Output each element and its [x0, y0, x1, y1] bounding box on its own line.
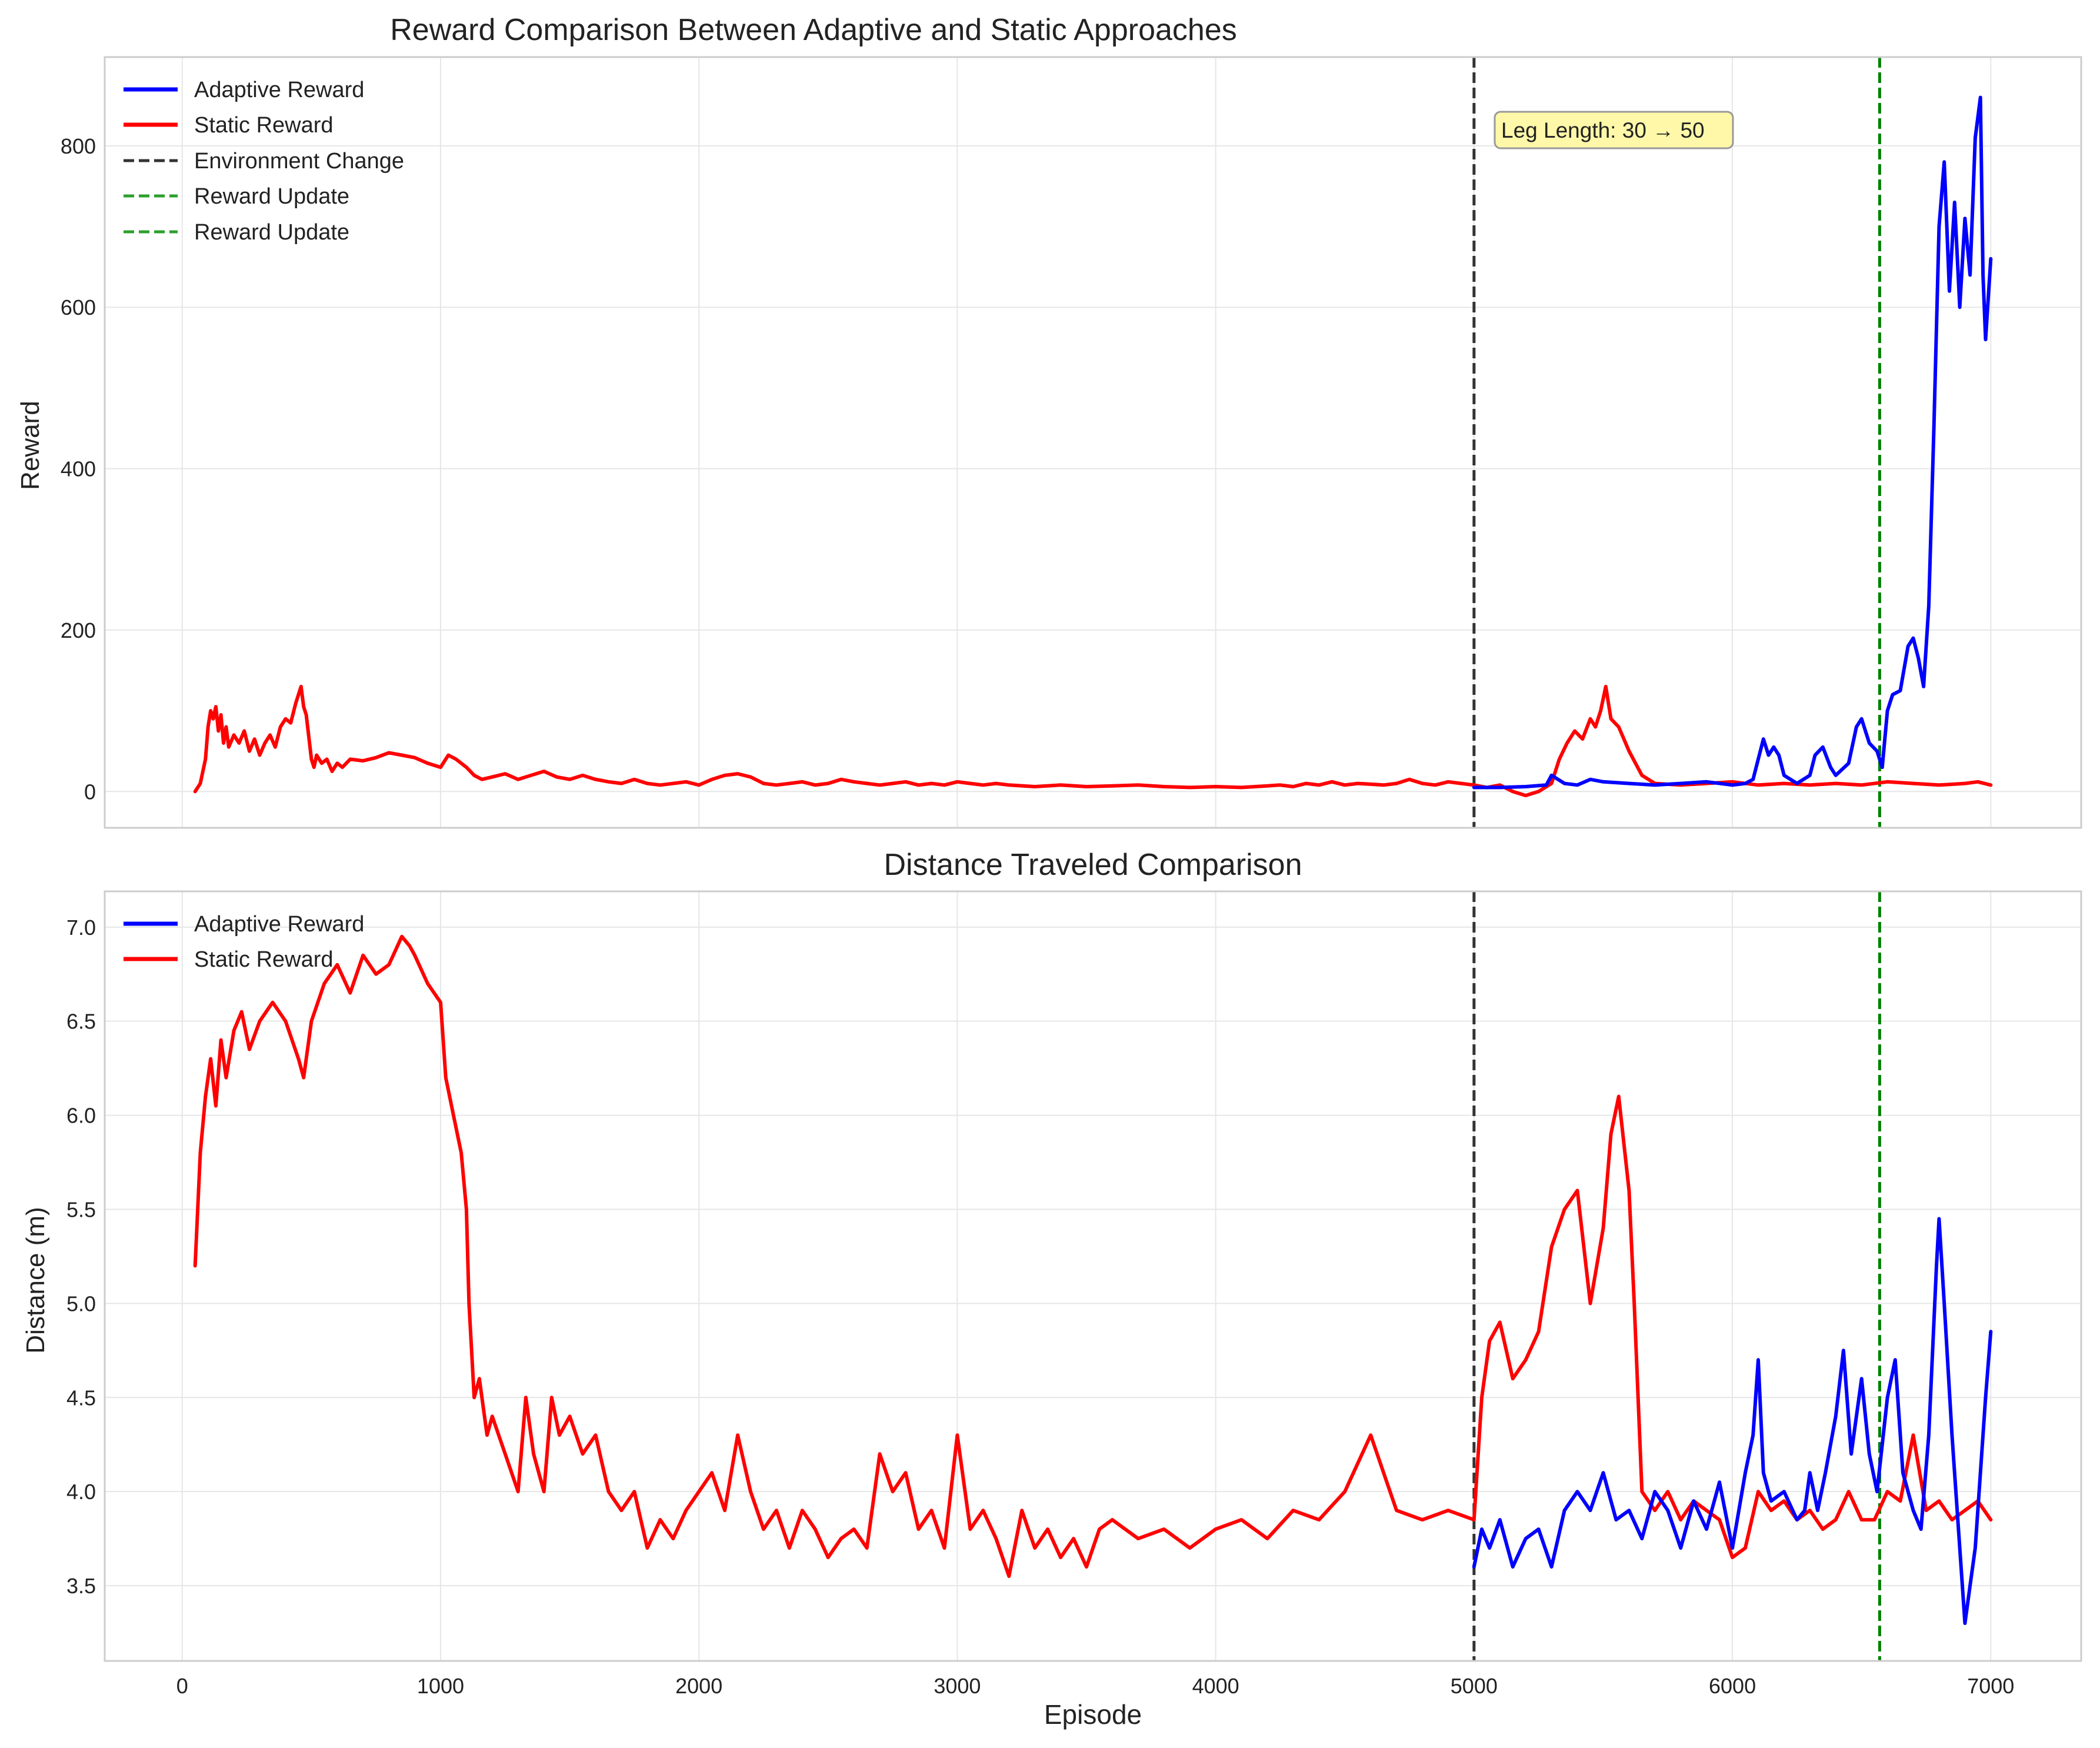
adaptive-reward-line [1472, 1217, 1993, 1625]
distance-y-axis-label: Distance (m) [21, 1207, 50, 1353]
y-tick-label: 5.5 [66, 1197, 96, 1221]
x-tick-label: 5000 [1451, 1674, 1498, 1698]
reward-panel-title: Reward Comparison Between Adaptive and S… [390, 13, 1237, 47]
x-tick-label: 0 [176, 1674, 188, 1698]
y-tick-label: 5.0 [66, 1291, 96, 1316]
distance-panel: Distance Traveled Comparison 0 1000 2000 30… [21, 848, 2082, 1730]
x-axis-label: Episode [1044, 1699, 1142, 1730]
distance-x-ticks: 0 1000 2000 3000 4000 5000 6000 7000 [176, 1674, 2015, 1698]
distance-vertical-lines [1472, 891, 1881, 1661]
reward-vertical-lines [1472, 57, 1881, 828]
distance-series [193, 934, 1993, 1625]
x-tick-label: 2000 [675, 1674, 722, 1698]
reward-plot-frame [104, 56, 2082, 829]
reward-y-axis-label: Reward [16, 401, 45, 490]
y-tick-label: 3.5 [66, 1574, 96, 1598]
y-tick-label: 200 [61, 618, 96, 642]
reward-series [193, 95, 1993, 798]
legend-label-adaptive-distance: Adaptive Reward [194, 912, 364, 937]
y-tick-label: 600 [61, 295, 96, 319]
x-tick-label: 1000 [417, 1674, 464, 1698]
y-tick-label: 6.0 [66, 1104, 96, 1128]
distance-y-ticks: 3.5 4.0 4.5 5.0 5.5 6.0 6.5 7.0 [66, 915, 96, 1598]
y-tick-label: 4.5 [66, 1386, 96, 1410]
legend-label-adaptive: Adaptive Reward [194, 78, 364, 102]
distance-plot-frame [104, 890, 2082, 1662]
x-tick-label: 4000 [1192, 1674, 1239, 1698]
x-tick-label: 7000 [1967, 1674, 2014, 1698]
distance-panel-title: Distance Traveled Comparison [884, 848, 1302, 882]
x-tick-label: 6000 [1709, 1674, 1756, 1698]
y-tick-label: 7.0 [66, 915, 96, 940]
y-tick-label: 0 [84, 780, 96, 804]
static-reward-line [193, 934, 1993, 1579]
adaptive-reward-line [1472, 95, 1993, 790]
reward-legend: Adaptive Reward Static Reward Environmen… [124, 78, 404, 245]
annotation-text: Leg Length: 30 → 50 [1501, 118, 1705, 142]
x-tick-label: 3000 [934, 1674, 981, 1698]
y-tick-label: 400 [61, 457, 96, 481]
distance-legend: Adaptive Reward Static Reward [124, 912, 364, 972]
reward-y-ticks: 0 200 400 600 800 [61, 134, 96, 804]
distance-gridlines [105, 891, 2081, 1661]
reward-panel: Reward Comparison Between Adaptive and S… [16, 13, 2082, 829]
legend-label-static-distance: Static Reward [194, 947, 334, 972]
annotation-box [1494, 111, 1734, 149]
y-tick-label: 6.5 [66, 1010, 96, 1034]
legend-label-static: Static Reward [194, 113, 334, 138]
legend-label-reward-update-2: Reward Update [194, 220, 349, 245]
y-tick-label: 800 [61, 134, 96, 158]
static-reward-line [193, 684, 1993, 798]
leg-length-annotation: Leg Length: 30 → 50 [1494, 111, 1734, 149]
legend-label-reward-update: Reward Update [194, 184, 349, 209]
y-tick-label: 4.0 [66, 1480, 96, 1504]
legend-label-environment-change: Environment Change [194, 149, 404, 174]
